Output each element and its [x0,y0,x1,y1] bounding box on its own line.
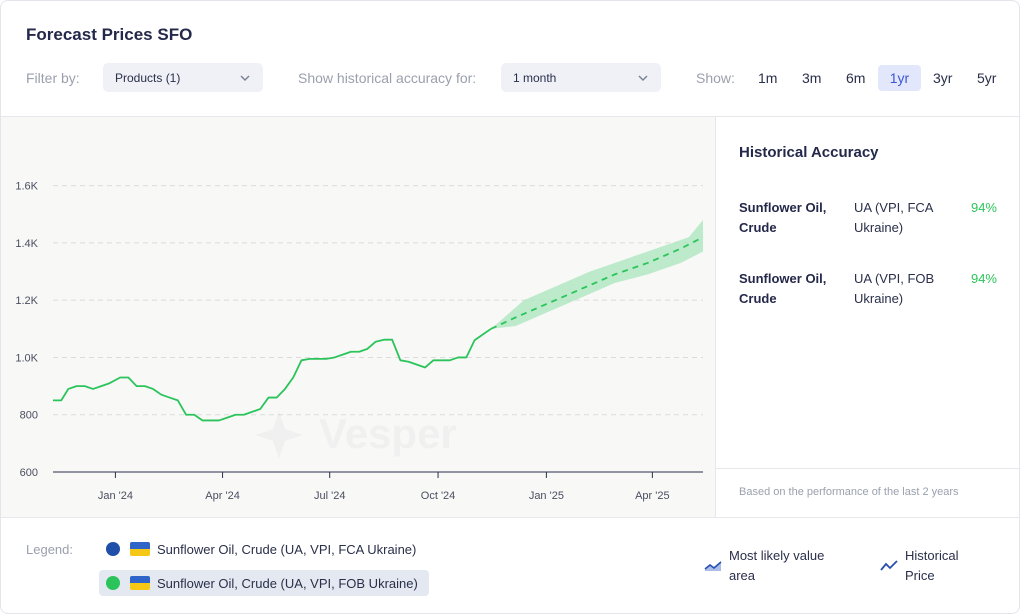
y-tick-label: 600 [20,467,38,479]
forecast-line [490,236,704,330]
divider [716,468,1019,469]
chart-panel: Vesper 600 800 1.0K 1.2K 1.4K 1.6K Jan '24 Apr … [1,117,715,517]
accuracy-location: UA (VPI, FOB Ukraine) [854,271,935,306]
legend-item[interactable]: Sunflower Oil, Crude (UA, VPI, FCA Ukrai… [99,536,429,562]
forecast-band [491,220,703,329]
series-lines [53,236,704,422]
legend-item-label: Sunflower Oil, Crude (UA, VPI, FOB Ukrai… [157,576,418,591]
y-tick-label: 1.0K [15,352,38,364]
line-chart-icon [880,560,898,571]
legend-item-label: Sunflower Oil, Crude (UA, VPI, FCA Ukrai… [157,542,417,557]
range-3yr[interactable]: 3yr [933,70,953,86]
divider [715,117,716,517]
most-likely-area [491,220,703,329]
x-tick-label: Oct '24 [421,490,456,502]
products-select-value: Products (1) [115,71,181,85]
x-tick-label: Jan '25 [529,490,564,502]
accuracy-select[interactable]: 1 month [501,63,661,92]
divider [1,116,1019,117]
axes: 600 800 1.0K 1.2K 1.4K 1.6K Jan '24 Apr '24 Jul … [15,181,703,502]
accuracy-select-value: 1 month [513,71,557,85]
page-title: Forecast Prices SFO [26,25,193,44]
ukraine-flag-icon [130,576,150,590]
filter-by-label: Filter by: [26,70,80,86]
series-dot-icon [106,542,120,556]
series-dot-icon [106,576,120,590]
x-tick-label: Jan '24 [98,490,133,502]
key-most-likely: Most likely value area [729,548,825,583]
x-tick-label: Jul '24 [314,490,345,502]
price-chart: Vesper 600 800 1.0K 1.2K 1.4K 1.6K Jan '24 Apr … [15,181,704,502]
range-1yr[interactable]: 1yr [878,65,921,91]
gridlines [53,185,703,416]
products-select[interactable]: Products (1) [103,63,263,92]
divider [1,517,1019,518]
ukraine-flag-icon [130,542,150,556]
accuracy-title: Historical Accuracy [739,144,879,161]
range-5yr[interactable]: 5yr [977,70,997,86]
legend-label: Legend: [26,542,73,557]
historical-price-line [53,328,492,422]
accuracy-label: Show historical accuracy for: [298,70,477,86]
accuracy-note: Based on the performance of the last 2 y… [739,486,959,498]
x-tick-label: Apr '24 [205,490,240,502]
vesper-watermark: Vesper [255,410,457,459]
y-tick-label: 1.2K [15,295,38,307]
vesper-logo-icon [255,411,303,459]
chevron-down-icon [240,75,250,81]
range-1m[interactable]: 1m [758,70,778,86]
watermark-text: Vesper [319,410,457,457]
y-tick-label: 1.4K [15,238,38,250]
chevron-down-icon [638,75,648,81]
x-tick-label: Apr '25 [635,490,670,502]
legend-item[interactable]: Sunflower Oil, Crude (UA, VPI, FOB Ukrai… [99,570,429,596]
y-tick-label: 1.6K [15,181,38,193]
accuracy-product: Sunflower Oil, Crude [739,271,827,306]
show-label: Show: [696,70,735,86]
accuracy-location: UA (VPI, FCA Ukraine) [854,200,933,235]
filter-bar: Filter by: Products (1) Show historical … [1,63,1019,93]
accuracy-value: 94% [970,200,997,215]
area-chart-icon [704,561,722,571]
range-3m[interactable]: 3m [802,70,822,86]
accuracy-product: Sunflower Oil, Crude [739,200,827,235]
y-tick-label: 800 [20,410,38,422]
key-historical-price: Historical Price [905,548,959,583]
accuracy-value: 94% [970,271,997,286]
range-6m[interactable]: 6m [846,70,866,86]
